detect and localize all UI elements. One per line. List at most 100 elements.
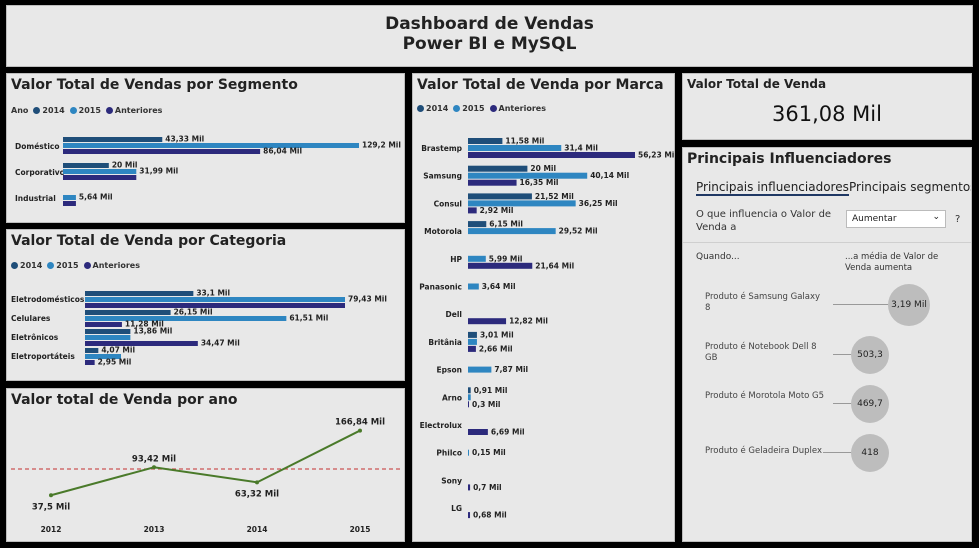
bar-2015[interactable]: [468, 255, 486, 262]
bar-2014[interactable]: [468, 387, 471, 394]
influencer-bubble[interactable]: 3,19 Mil: [888, 284, 930, 326]
bar-2015[interactable]: [468, 200, 576, 207]
legend-item-anteriores[interactable]: Anteriores: [489, 104, 546, 113]
bar-anteriores[interactable]: [468, 207, 477, 214]
avg-label: ...a média de Valor de Venda aumenta: [845, 252, 939, 273]
bar-anteriores[interactable]: [468, 512, 471, 519]
bar-anteriores[interactable]: [85, 322, 122, 327]
influencer-bubble[interactable]: 469,7: [851, 385, 889, 423]
bar-2014[interactable]: [63, 137, 163, 142]
influencer-item[interactable]: Produto é Notebook Dell 8 GB 503,3: [683, 334, 971, 374]
bar-2014[interactable]: [468, 221, 487, 228]
legend-item-2014[interactable]: 2014: [33, 106, 65, 115]
bar-anteriores[interactable]: [468, 401, 469, 408]
bar-2014[interactable]: [85, 291, 194, 296]
data-label: 56,23 Mil: [638, 151, 675, 160]
legend-item-2014[interactable]: 2014: [417, 104, 448, 113]
bar-anteriores[interactable]: [85, 360, 95, 365]
bar-anteriores[interactable]: [85, 303, 345, 308]
segment-bar-chart[interactable]: Doméstico 43,33 Mil 129,2 Mil 86,04 Mil Corp…: [7, 74, 405, 223]
bar-2015[interactable]: [468, 283, 479, 290]
legend-item-2015[interactable]: 2015: [453, 104, 485, 113]
bar-anteriores[interactable]: [468, 179, 517, 186]
data-label: 12,82 Mil: [509, 317, 548, 326]
bar-anteriores[interactable]: [63, 201, 76, 206]
influencer-bubble[interactable]: 418: [851, 434, 889, 472]
brand-chart-title: Valor Total de Venda por Marca: [417, 77, 664, 93]
brand-chart-panel[interactable]: Valor Total de Venda por Marca 2014 2015…: [412, 73, 675, 542]
data-label: 2,95 Mil: [98, 358, 132, 367]
category-bar-chart[interactable]: Eletrodomésticos 33,1 Mil 79,43 Mil Celular…: [7, 230, 405, 381]
legend-item-anteriores[interactable]: Anteriores: [105, 106, 162, 115]
x-tick-label: 2015: [350, 525, 371, 534]
bar-2014[interactable]: [85, 348, 99, 353]
year-line-chart[interactable]: 37,5 Mil 2012 93,42 Mil 2013 63,32 Mil 2014 16…: [7, 389, 405, 542]
bar-2015[interactable]: [85, 354, 122, 359]
bar-2015[interactable]: [63, 143, 359, 148]
bar-2015[interactable]: [85, 297, 345, 302]
kpi-value: 361,08 Mil: [772, 102, 882, 126]
data-point[interactable]: [255, 480, 259, 485]
data-label: 3,01 Mil: [480, 330, 514, 339]
influencer-question: O que influencia o Valor de Venda a: [696, 209, 832, 233]
bar-2014[interactable]: [85, 329, 131, 334]
connector-line: [833, 304, 893, 305]
bar-anteriores[interactable]: [468, 484, 471, 491]
connector-line: [823, 452, 853, 453]
help-icon[interactable]: ?: [955, 214, 961, 225]
influencer-bubble[interactable]: 503,3: [851, 336, 889, 374]
category-label: Consul: [434, 199, 462, 208]
bar-anteriores[interactable]: [468, 318, 507, 325]
tab-key-influencers[interactable]: Principais influenciadores: [696, 180, 849, 196]
data-label: 31,4 Mil: [564, 144, 598, 153]
category-label: Doméstico: [15, 142, 60, 151]
category-chart-panel[interactable]: Valor Total de Venda por Categoria 2014 …: [6, 229, 405, 381]
bar-anteriores[interactable]: [468, 262, 533, 269]
bar-2014[interactable]: [468, 193, 532, 200]
bar-2015[interactable]: [468, 228, 556, 235]
bar-2015[interactable]: [468, 366, 492, 373]
segment-chart-panel[interactable]: Valor Total de Vendas por Segmento Ano 2…: [6, 73, 405, 223]
brand-bar-chart[interactable]: Brastemp 11,58 Mil 31,4 Mil 56,23 Mil Samsun…: [413, 74, 675, 542]
year-chart-panel[interactable]: Valor total de Venda por ano 37,5 Mil 201…: [6, 388, 405, 542]
bar-2014[interactable]: [85, 310, 171, 315]
bar-2015[interactable]: [85, 316, 287, 321]
bar-2015[interactable]: [63, 195, 76, 200]
bar-anteriores[interactable]: [468, 429, 488, 435]
bar-anteriores[interactable]: [468, 345, 476, 352]
bar-2014[interactable]: [63, 163, 109, 168]
data-label: 43,33 Mil: [165, 135, 204, 144]
bar-2014[interactable]: [468, 138, 503, 144]
legend-item-2015[interactable]: 2015: [47, 261, 79, 270]
bar-anteriores[interactable]: [63, 149, 261, 154]
bar-2015[interactable]: [63, 169, 137, 174]
bar-2014[interactable]: [468, 331, 477, 338]
legend-item-2014[interactable]: 2014: [11, 261, 42, 270]
bar-2015[interactable]: [468, 338, 477, 345]
bar-anteriores[interactable]: [85, 341, 198, 346]
category-label: Dell: [446, 310, 462, 319]
bar-anteriores[interactable]: [63, 175, 137, 180]
influencer-item[interactable]: Produto é Morotola Moto G5 469,7: [683, 383, 971, 423]
direction-dropdown[interactable]: Aumentar ⌄: [846, 210, 946, 228]
bar-2015[interactable]: [468, 394, 471, 401]
influencer-item[interactable]: Produto é Samsung Galaxy 8 3,19 Mil: [683, 284, 971, 326]
data-point[interactable]: [358, 428, 362, 433]
bar-2014[interactable]: [468, 165, 528, 172]
data-point[interactable]: [152, 465, 156, 470]
bar-2015[interactable]: [468, 449, 469, 456]
data-point[interactable]: [49, 493, 53, 498]
legend-item-2015[interactable]: 2015: [69, 106, 101, 115]
bar-anteriores[interactable]: [468, 152, 635, 158]
legend-item-anteriores[interactable]: Anteriores: [83, 261, 140, 270]
influencer-item[interactable]: Produto é Geladeira Duplex 418: [683, 432, 971, 472]
category-label: HP: [450, 255, 462, 264]
bar-2015[interactable]: [468, 172, 588, 179]
data-label: 16,35 Mil: [520, 178, 559, 187]
bar-2015[interactable]: [85, 335, 131, 340]
key-influencers-panel[interactable]: Principais Influenciadores Principais in…: [682, 147, 972, 542]
divider: [683, 242, 971, 243]
bar-2015[interactable]: [468, 145, 562, 151]
dropdown-value: Aumentar: [852, 214, 897, 224]
tab-top-segments[interactable]: Principais segmentos: [849, 180, 972, 194]
